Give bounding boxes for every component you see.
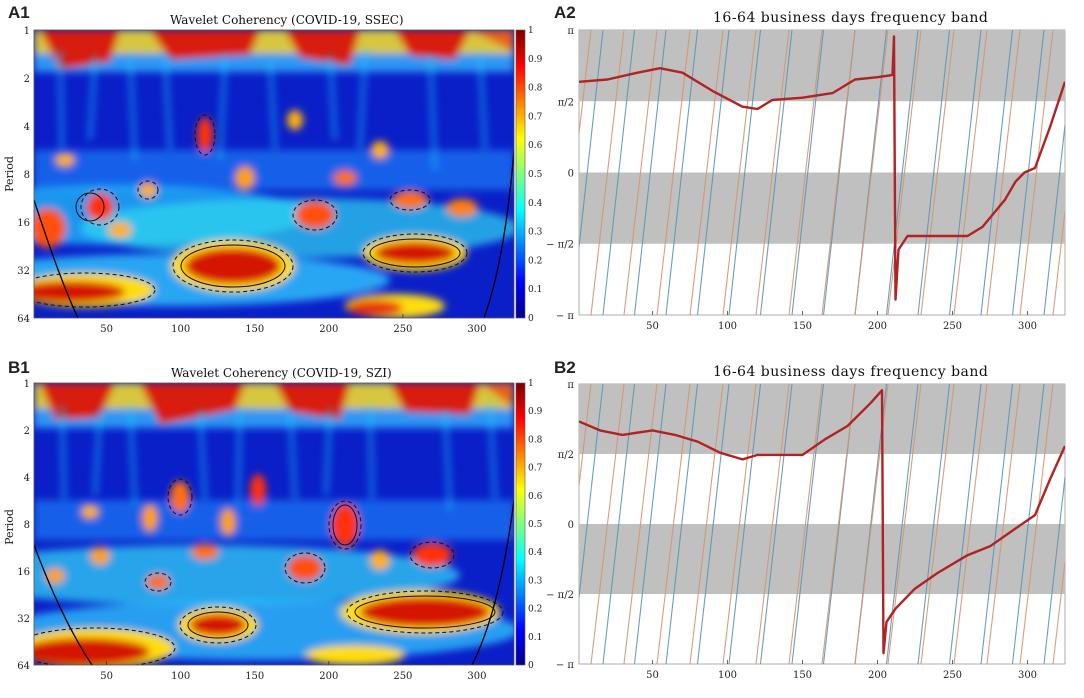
ylabel-b1: Period [3,509,16,545]
ytick-label-b1: 4 [24,473,30,484]
ytick-label-b2: − π/2 [546,590,574,601]
xtick-label-a1: 250 [393,324,412,335]
xtick-label-a2: 200 [868,321,887,332]
phase-plot-b2 [578,383,1066,665]
series2-phase-line [579,384,1065,664]
colorbar-tick-b1: 1 [528,379,534,389]
colorbar-tick-b1: 0.6 [528,492,543,502]
colorbar-tick-a1: 0.2 [528,256,542,266]
title-b2: 16-64 business days frequency band [713,364,989,380]
panel-label-a2: A2 [554,3,576,22]
colorbar-tick-a1: 0.8 [528,84,543,94]
ytick-label-a2: π [567,26,574,37]
ytick-label-a2: − π/2 [546,240,574,251]
xtick-label-b2: 100 [718,670,737,681]
xtick-label-a1: 50 [100,324,113,335]
xtick-label-b1: 250 [393,671,412,682]
colorbar-a1 [515,29,526,319]
ylabel-a1: Period [3,156,16,192]
panel-label-b2: B2 [554,358,576,377]
ytick-label-b2: π [567,380,574,391]
phase-bands-b2 [579,384,1065,594]
ytick-label-a1: 64 [17,314,30,325]
colorbar-tick-a1: 0.9 [528,55,543,65]
ytick-label-a1: 32 [17,266,30,277]
ytick-label-b1: 2 [24,426,30,437]
colorbar-tick-b1: 0.4 [528,548,543,558]
phase-plot-a2 [578,29,1066,316]
title-a1: Wavelet Coherency (COVID-19, SSEC) [170,13,404,27]
xtick-label-a2: 50 [646,321,659,332]
colorbar-tick-a1: 0.4 [528,199,543,209]
panel-label-a1: A1 [8,3,30,22]
ytick-label-a1: 2 [24,74,30,85]
xtick-label-b1: 300 [467,671,486,682]
ytick-label-b1: 16 [17,567,30,578]
phase-lines-a2 [579,30,1065,315]
xtick-label-b1: 100 [171,671,190,682]
ytick-label-a1: 16 [17,218,30,229]
title-a2: 16-64 business days frequency band [713,10,989,26]
ytick-label-a1: 4 [24,122,30,133]
colorbar-tick-a1: 0.7 [528,112,543,122]
xtick-label-a2: 150 [793,321,812,332]
colorbar-tick-a1: 1 [528,26,534,36]
colorbar-tick-b1: 0.2 [528,605,542,615]
phase-difference-line [579,389,1065,655]
series1-phase-line [579,30,1065,315]
ytick-label-b2: π/2 [558,450,574,461]
xtick-label-a1: 100 [171,324,190,335]
heatmap-a1 [33,29,515,319]
xtick-label-b2: 50 [646,670,659,681]
colorbar-tick-a1: 0.1 [528,285,542,295]
ytick-label-a2: − π [556,311,575,322]
series1-phase-line [579,384,1065,664]
colorbar-tick-a1: 0 [528,314,534,324]
xtick-label-b2: 250 [943,670,962,681]
colorbar-b1 [515,382,526,666]
phase-difference-line [579,35,1065,301]
ytick-label-b1: 32 [17,614,30,625]
ytick-label-a1: 1 [24,26,30,37]
title-b1: Wavelet Coherency (COVID-19, SZI) [171,366,392,380]
heatmap-b1 [33,382,515,666]
phase-lines-b2 [579,384,1065,664]
panel-label-b1: B1 [8,358,30,377]
ytick-label-b1: 1 [24,379,30,390]
colorbar-tick-b1: 0.5 [528,520,543,530]
ytick-label-b2: 0 [568,520,574,531]
colorbar-tick-a1: 0.5 [528,170,543,180]
xtick-label-b1: 200 [319,671,338,682]
colorbar-tick-b1: 0.1 [528,633,542,643]
xtick-label-a2: 300 [1018,321,1037,332]
xtick-label-b1: 150 [245,671,264,682]
colorbar-tick-a1: 0.3 [528,228,543,238]
phase-band [579,524,1065,594]
colorbar-tick-b1: 0.9 [528,407,543,417]
colorbar-tick-b1: 0.7 [528,464,543,474]
xtick-label-a2: 250 [943,321,962,332]
ytick-label-b1: 64 [17,661,30,672]
xtick-label-a1: 300 [467,324,486,335]
ytick-label-b1: 8 [24,520,30,531]
ytick-label-b2: − π [556,660,575,671]
xtick-label-b2: 200 [868,670,887,681]
xtick-label-a1: 150 [245,324,264,335]
colorbar-tick-b1: 0.3 [528,576,543,586]
colorbar-tick-b1: 0.8 [528,435,543,445]
ytick-label-a2: π/2 [558,97,574,108]
xtick-label-a1: 200 [319,324,338,335]
ytick-label-a1: 8 [24,170,30,181]
colorbar-tick-b1: 0 [528,661,534,671]
phase-band [579,172,1065,244]
xtick-label-b2: 150 [793,670,812,681]
phase-bands-a2 [579,30,1065,244]
ytick-label-a2: 0 [568,169,574,180]
colorbar-tick-a1: 0.6 [528,141,543,151]
xtick-label-b2: 300 [1018,670,1037,681]
xtick-label-a2: 100 [718,321,737,332]
xtick-label-b1: 50 [100,671,113,682]
